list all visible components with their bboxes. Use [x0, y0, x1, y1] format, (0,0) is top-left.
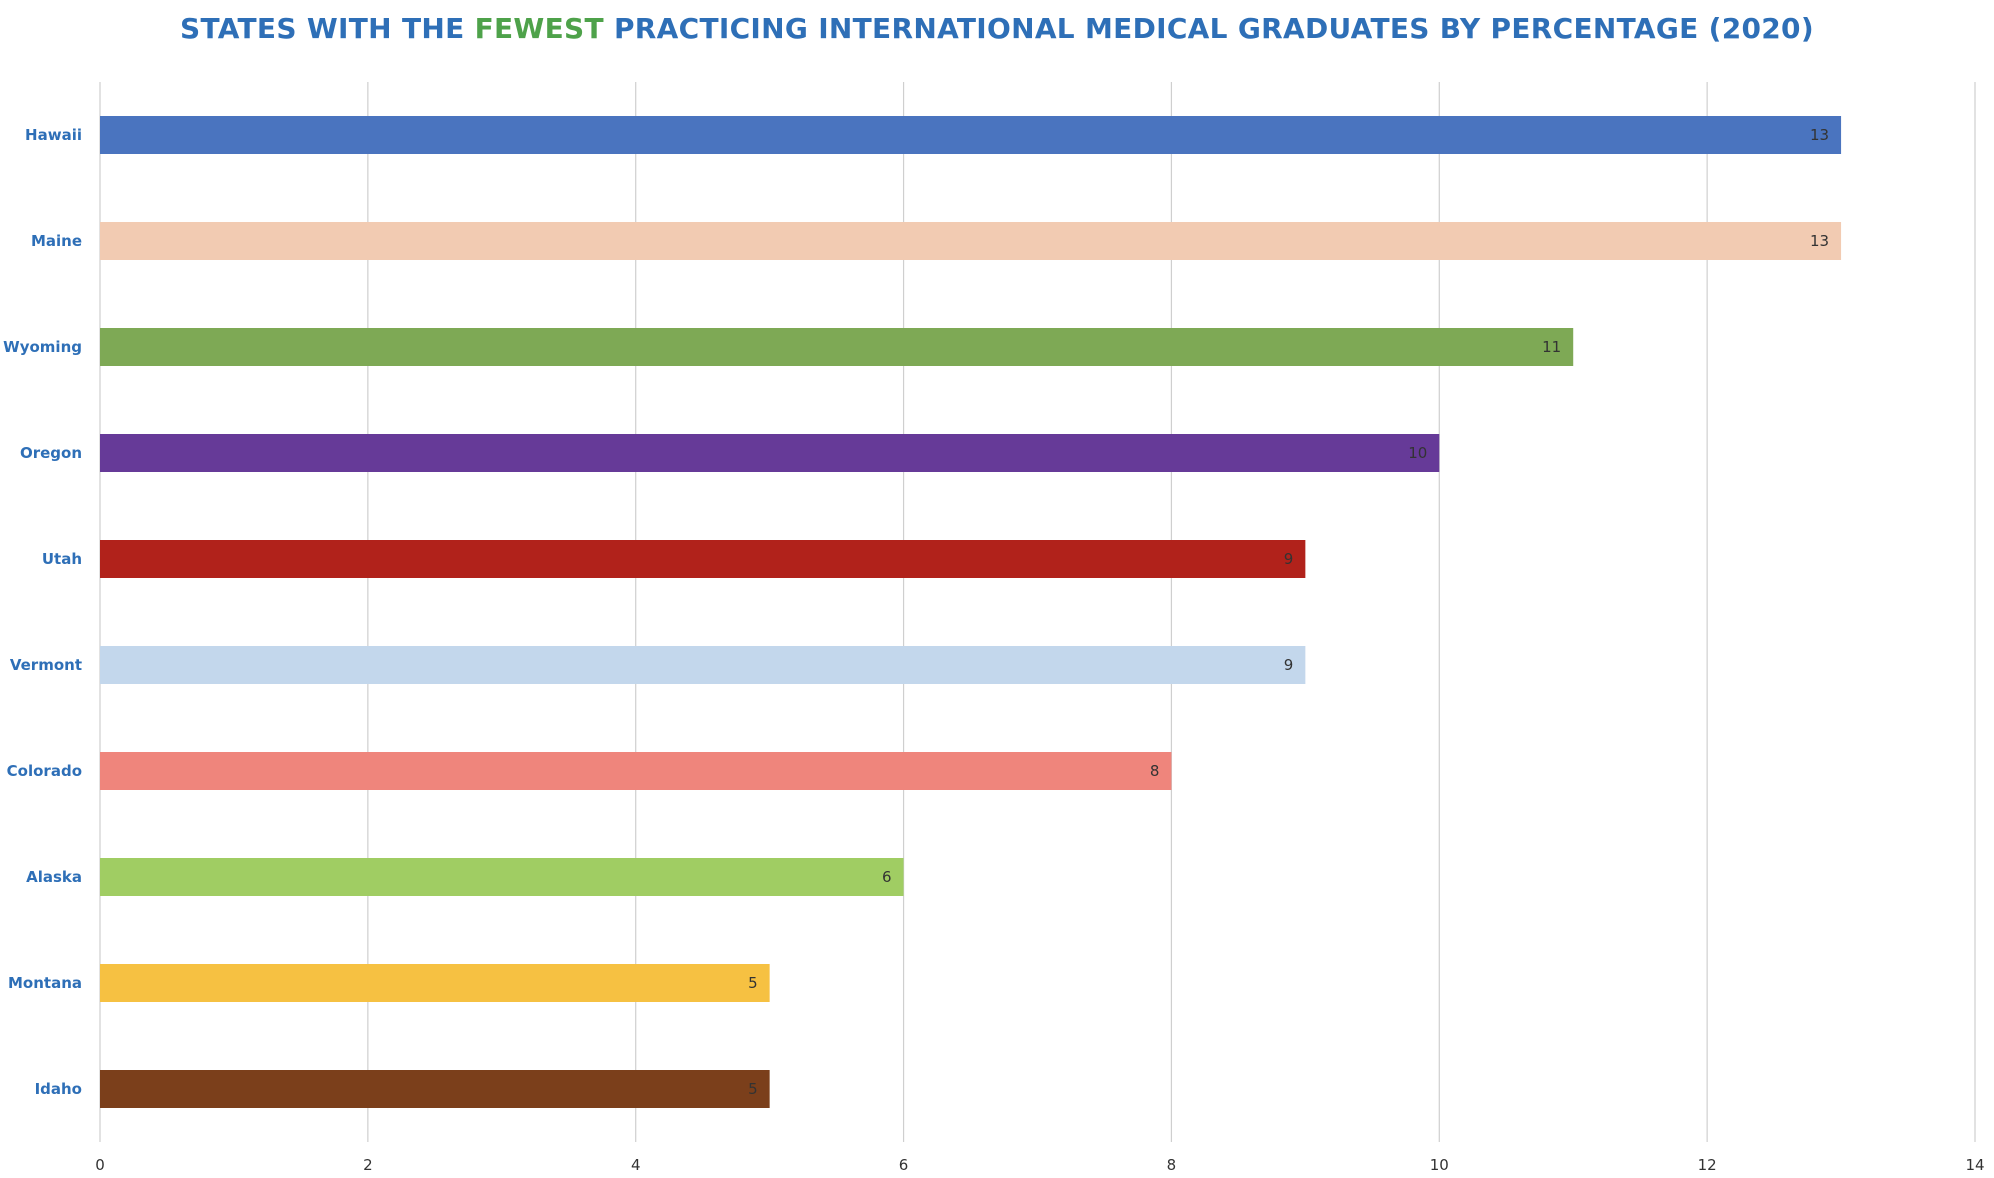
data-label: 9: [1284, 656, 1294, 674]
x-axis-ticks: 0 2 4 6 8 10 12 14: [95, 1156, 1984, 1174]
x-tick-label: 12: [1698, 1156, 1717, 1174]
title-part1: STATES WITH THE: [180, 12, 475, 45]
x-tick-label: 4: [631, 1156, 641, 1174]
data-label: 5: [748, 1080, 758, 1098]
data-label: 9: [1284, 550, 1294, 568]
x-tick-label: 0: [95, 1156, 105, 1174]
data-labels: 13 13 11 10 9 9 8 6 5 5: [748, 126, 1829, 1098]
data-label: 11: [1542, 338, 1561, 356]
bar-maine: [100, 222, 1842, 260]
bar-colorado: [100, 752, 1172, 790]
data-label: 6: [882, 868, 892, 886]
data-label: 13: [1810, 232, 1829, 250]
category-labels: Hawaii Maine Wyoming Oregon Utah Vermont Color…: [3, 126, 82, 1098]
category-label: Idaho: [35, 1080, 82, 1098]
bar-oregon: [100, 434, 1440, 472]
x-tick-label: 8: [1167, 1156, 1177, 1174]
x-tick-label: 2: [363, 1156, 373, 1174]
category-label: Utah: [42, 550, 82, 568]
x-tick-label: 14: [1965, 1156, 1984, 1174]
category-label: Maine: [31, 232, 82, 250]
bar-vermont: [100, 646, 1306, 684]
data-label: 8: [1150, 762, 1160, 780]
bar-hawaii: [100, 116, 1842, 154]
chart-title: STATES WITH THE FEWEST PRACTICING INTERN…: [0, 12, 1994, 45]
bar-montana: [100, 964, 770, 1002]
data-label: 10: [1408, 444, 1427, 462]
bar-alaska: [100, 858, 904, 896]
category-label: Alaska: [26, 868, 82, 886]
category-label: Hawaii: [25, 126, 82, 144]
category-label: Wyoming: [3, 338, 82, 356]
x-tick-label: 6: [899, 1156, 909, 1174]
bar-wyoming: [100, 328, 1574, 366]
bars: [100, 116, 1842, 1108]
bar-utah: [100, 540, 1306, 578]
title-highlight: FEWEST: [474, 12, 604, 45]
title-part2: PRACTICING INTERNATIONAL MEDICAL GRADUAT…: [603, 12, 1814, 45]
data-label: 5: [748, 974, 758, 992]
data-label: 13: [1810, 126, 1829, 144]
category-label: Colorado: [7, 762, 82, 780]
x-tick-label: 10: [1430, 1156, 1449, 1174]
category-label: Oregon: [20, 444, 82, 462]
bar-idaho: [100, 1070, 770, 1108]
category-label: Montana: [8, 974, 82, 992]
category-label: Vermont: [10, 656, 82, 674]
